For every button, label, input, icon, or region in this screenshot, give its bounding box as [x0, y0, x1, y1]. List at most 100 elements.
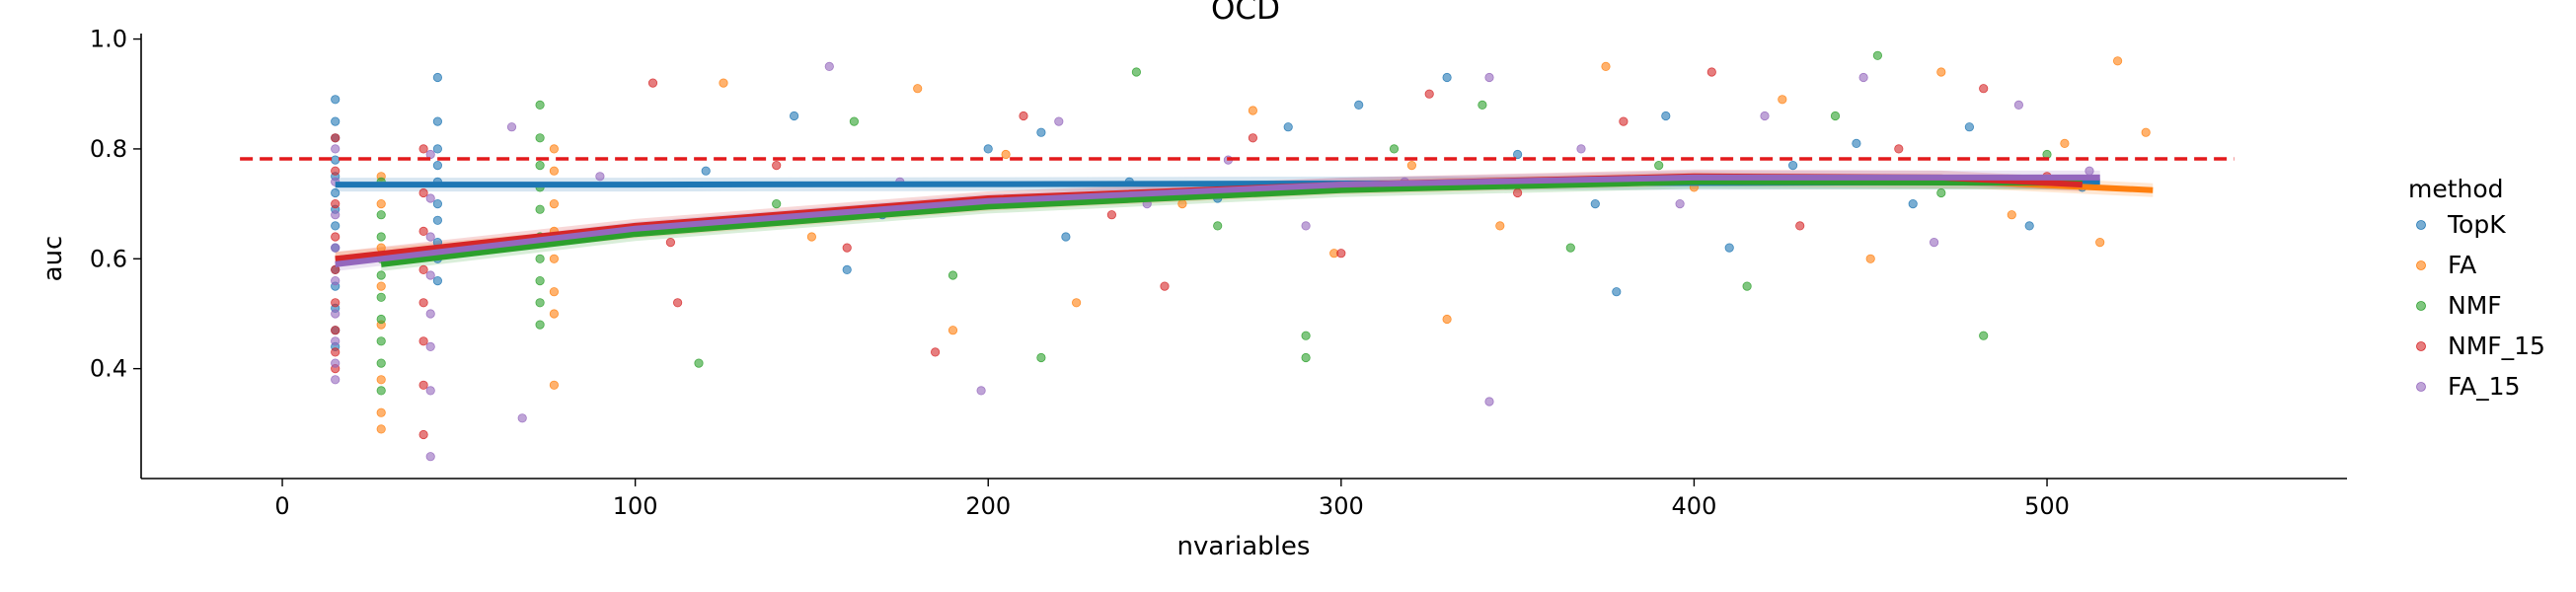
point-FA-14 — [549, 309, 560, 319]
point-NMF-16 — [535, 254, 545, 263]
point-NMF_15-17 — [647, 78, 658, 88]
point-NMF-28 — [1389, 144, 1400, 154]
y-ticks: 0.4 0.6 0.8 1.0 — [90, 26, 141, 383]
point-FA-29 — [1865, 254, 1875, 263]
point-FA_15-8 — [331, 375, 341, 385]
point-TopK-27 — [983, 144, 993, 154]
point-FA_15-15 — [425, 386, 435, 396]
point-FA-21 — [1177, 199, 1187, 209]
point-NMF-31 — [1654, 161, 1664, 171]
x-tick-label-500: 500 — [2024, 492, 2070, 520]
point-FA_15-33 — [1760, 111, 1770, 121]
point-TopK-36 — [1661, 111, 1671, 121]
point-TopK-5 — [331, 187, 341, 198]
point-NMF-23 — [947, 270, 958, 280]
point-TopK-7 — [331, 221, 341, 231]
point-FA_15-4 — [331, 275, 341, 286]
point-FA_15-3 — [331, 243, 341, 253]
point-NMF_15-20 — [842, 243, 852, 253]
point-FA-35 — [2095, 238, 2105, 248]
point-FA_15-5 — [331, 309, 341, 319]
point-TopK-0 — [331, 95, 341, 105]
point-NMF-14 — [535, 204, 545, 214]
point-NMF-9 — [376, 386, 386, 396]
point-FA_15-12 — [425, 270, 435, 280]
point-NMF_15-6 — [331, 326, 341, 335]
point-FA-25 — [1495, 221, 1505, 231]
point-TopK-1 — [331, 116, 341, 126]
point-NMF-1 — [376, 210, 386, 220]
point-FA-3 — [376, 281, 386, 291]
point-TopK-40 — [1908, 199, 1918, 209]
point-FA_15-36 — [2013, 100, 2024, 111]
point-TopK-25 — [789, 111, 799, 121]
legend-label-TopK: TopK — [2447, 210, 2506, 239]
y-tick-label-1: 0.6 — [90, 245, 127, 272]
point-FA-7 — [376, 424, 386, 434]
point-FA-6 — [376, 407, 386, 417]
point-NMF-5 — [376, 292, 386, 302]
point-NMF_15-4 — [331, 264, 341, 274]
point-NMF-22 — [849, 116, 860, 126]
point-TopK-38 — [1788, 161, 1798, 171]
point-TopK-37 — [1724, 243, 1734, 253]
point-FA_15-24 — [1054, 116, 1064, 126]
point-NMF-10 — [535, 100, 545, 111]
point-NMF_15-33 — [1979, 84, 1989, 94]
point-NMF-36 — [1979, 331, 1989, 340]
point-TopK-45 — [1061, 232, 1071, 242]
point-FA-24 — [1406, 161, 1417, 171]
point-TopK-41 — [1964, 122, 1975, 132]
point-FA-10 — [549, 199, 560, 209]
fit-line-FA_15 — [335, 174, 2100, 267]
point-FA-13 — [549, 287, 560, 297]
point-NMF_15-18 — [672, 298, 683, 308]
point-NMF_15-12 — [418, 264, 428, 274]
point-NMF_15-15 — [418, 380, 428, 390]
point-FA-20 — [1072, 298, 1082, 308]
point-FA-34 — [2141, 127, 2151, 137]
point-TopK-44 — [1612, 287, 1622, 297]
point-NMF-17 — [535, 275, 545, 286]
point-FA_15-19 — [595, 172, 605, 182]
point-NMF-18 — [535, 298, 545, 308]
point-FA-1 — [376, 199, 386, 209]
point-FA_15-29 — [1484, 72, 1494, 83]
point-TopK-31 — [1283, 122, 1293, 132]
point-FA_15-35 — [1930, 238, 1939, 248]
point-FA_15-9 — [425, 149, 435, 160]
point-FA_15-27 — [1301, 221, 1311, 231]
point-NMF_15-23 — [1106, 210, 1117, 220]
point-FA_15-7 — [331, 358, 341, 368]
legend-label-NMF: NMF — [2448, 291, 2502, 320]
y-tick-label-0: 0.4 — [90, 355, 127, 383]
legend-marker-TopK — [2416, 220, 2426, 230]
point-TopK-28 — [1036, 127, 1046, 137]
point-NMF_15-14 — [418, 336, 428, 346]
point-TopK-35 — [1590, 199, 1600, 209]
point-NMF_15-31 — [1795, 221, 1805, 231]
point-NMF_15-7 — [331, 347, 341, 357]
point-NMF-19 — [535, 320, 545, 330]
point-TopK-20 — [432, 215, 442, 225]
legend: method TopK FA NMF NMF_15 FA_15 — [2408, 175, 2545, 401]
point-FA_15-11 — [425, 232, 435, 242]
point-TopK-19 — [432, 199, 442, 209]
point-FA-17 — [806, 232, 817, 242]
point-NMF-2 — [376, 232, 386, 242]
point-FA_15-32 — [1675, 199, 1685, 209]
point-NMF_15-21 — [930, 347, 941, 357]
point-NMF_15-16 — [418, 429, 428, 440]
point-FA_15-21 — [824, 61, 834, 72]
point-NMF_15-5 — [331, 298, 341, 308]
point-FA-12 — [549, 254, 560, 263]
x-tick-label-200: 200 — [965, 492, 1011, 520]
point-FA_15-31 — [1576, 144, 1586, 154]
y-tick-label-3: 1.0 — [90, 26, 127, 53]
y-axis-label: auc — [38, 236, 68, 282]
point-FA-8 — [549, 144, 560, 154]
point-FA-30 — [1936, 67, 1946, 77]
point-FA-32 — [2060, 138, 2070, 148]
plot-area — [240, 50, 2235, 462]
x-axis-label: nvariables — [1177, 532, 1311, 561]
